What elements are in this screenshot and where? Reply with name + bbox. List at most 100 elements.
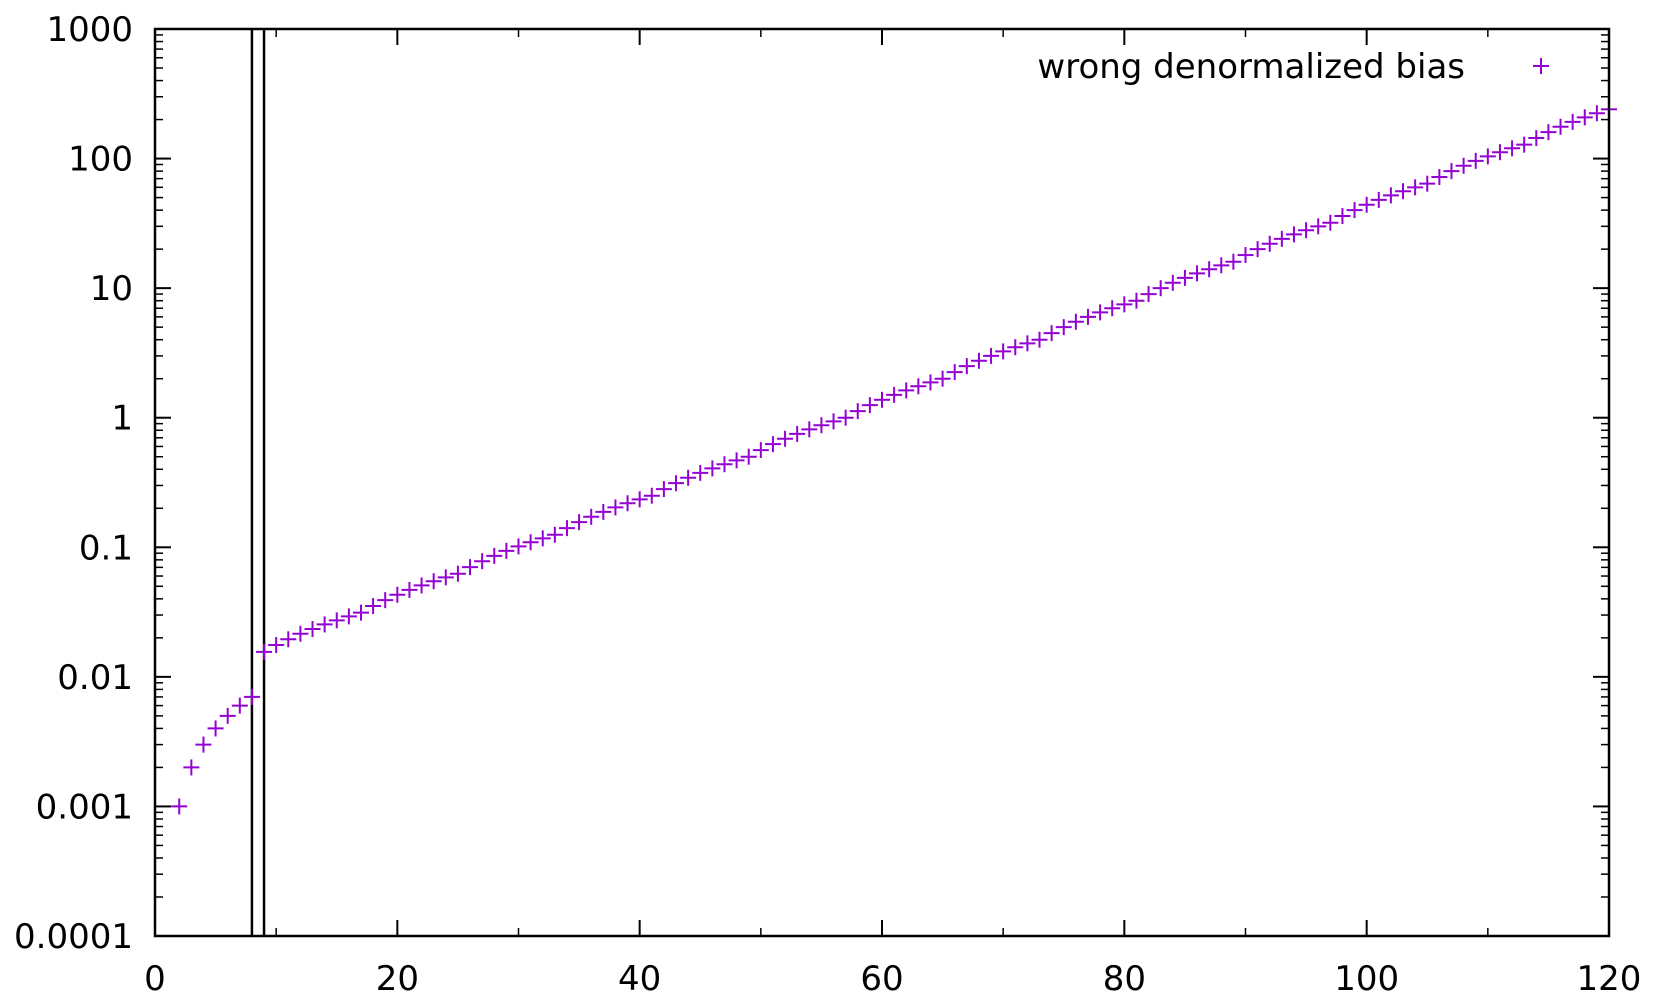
data-point <box>1419 175 1436 192</box>
data-point <box>583 508 600 525</box>
data-point <box>1249 241 1266 258</box>
data-point <box>716 456 733 473</box>
data-point <box>655 481 672 498</box>
data-point <box>874 391 890 408</box>
data-point <box>1261 235 1278 252</box>
data-point <box>631 491 648 508</box>
data-point <box>849 403 866 420</box>
plot-frame <box>153 27 1611 938</box>
data-point <box>1504 140 1521 157</box>
x-tick-label: 100 <box>1334 959 1399 999</box>
data-point <box>861 397 878 414</box>
data-point <box>352 604 369 621</box>
data-point <box>474 553 491 570</box>
data-point <box>1334 208 1351 225</box>
y-tick-label: 0.001 <box>36 787 133 827</box>
data-point <box>1225 253 1242 270</box>
data-point <box>728 452 745 469</box>
data-point <box>328 612 345 629</box>
data-point <box>207 720 224 737</box>
data-point <box>692 464 709 481</box>
data-point <box>825 413 842 430</box>
data-point <box>498 542 515 559</box>
data-point <box>1370 191 1387 208</box>
y-tick-label: 0.1 <box>79 528 133 568</box>
vertical-lines <box>250 29 266 936</box>
data-point <box>546 526 563 543</box>
data-point <box>243 688 260 705</box>
data-point <box>934 370 951 387</box>
y-tick-label: 1 <box>111 399 133 439</box>
data-point <box>1285 226 1302 243</box>
data-point <box>983 347 1000 364</box>
data-point <box>970 352 987 369</box>
data-point <box>1079 308 1096 325</box>
data-point <box>1540 124 1557 141</box>
data-point <box>425 573 442 590</box>
data-point <box>510 538 527 555</box>
data-point <box>1298 222 1315 239</box>
data-point <box>1479 148 1496 165</box>
data-point <box>886 386 903 403</box>
y-tick-label: 0.01 <box>57 658 133 698</box>
data-point <box>910 378 927 395</box>
data-point <box>219 707 236 724</box>
data-point <box>183 759 200 776</box>
data-point <box>1516 136 1533 153</box>
data-point <box>777 430 794 447</box>
data-point <box>1552 118 1569 135</box>
data-point <box>1431 169 1448 186</box>
x-tick-labels: 0 20 40 60 80 100 120 <box>144 959 1641 999</box>
legend-marker <box>1533 58 1549 74</box>
data-point <box>304 621 321 638</box>
major-ticks <box>154 28 1610 937</box>
data-point <box>1128 292 1145 309</box>
data-point <box>1213 257 1230 274</box>
data-point <box>946 364 963 381</box>
data-point <box>316 616 333 633</box>
data-point <box>1576 109 1593 126</box>
x-tick-label: 120 <box>1577 959 1642 999</box>
y-tick-label: 0.0001 <box>14 917 133 957</box>
data-point <box>607 499 624 516</box>
data-point <box>1237 247 1254 264</box>
data-point <box>1346 202 1363 219</box>
data-point <box>1588 105 1605 122</box>
data-point <box>401 581 418 598</box>
data-point <box>1322 214 1339 231</box>
y-tick-labels: 0.0001 0.001 0.01 0.1 1 10 100 1000 <box>14 10 133 957</box>
x-tick-label: 40 <box>618 959 661 999</box>
data-point <box>1031 331 1048 348</box>
data-point <box>268 637 285 654</box>
minor-ticks <box>155 29 1609 936</box>
data-point <box>280 631 297 648</box>
y-tick-label: 10 <box>90 269 133 309</box>
data-point <box>1189 265 1206 282</box>
data-point <box>1116 296 1133 313</box>
data-point <box>1455 157 1472 174</box>
data-point <box>619 495 636 512</box>
data-point <box>1140 286 1157 303</box>
data-point <box>389 586 406 603</box>
data-point <box>571 514 588 531</box>
data-point <box>922 374 939 391</box>
data-point <box>1407 179 1424 196</box>
data-point <box>1176 269 1193 286</box>
data-point <box>437 569 454 586</box>
data-point <box>1443 163 1460 180</box>
data-point <box>1152 280 1169 297</box>
data-point <box>1067 313 1084 330</box>
data-point <box>1201 261 1218 278</box>
y-tick-label: 1000 <box>46 10 133 50</box>
data-point <box>789 425 806 442</box>
data-point <box>1273 230 1290 247</box>
data-point <box>595 503 612 520</box>
data-point <box>292 625 309 642</box>
data-point <box>449 565 466 582</box>
data-point <box>340 608 357 625</box>
data-point <box>522 534 539 551</box>
data-point <box>1564 113 1581 130</box>
x-tick-label: 80 <box>1103 959 1146 999</box>
data-point <box>534 530 551 547</box>
